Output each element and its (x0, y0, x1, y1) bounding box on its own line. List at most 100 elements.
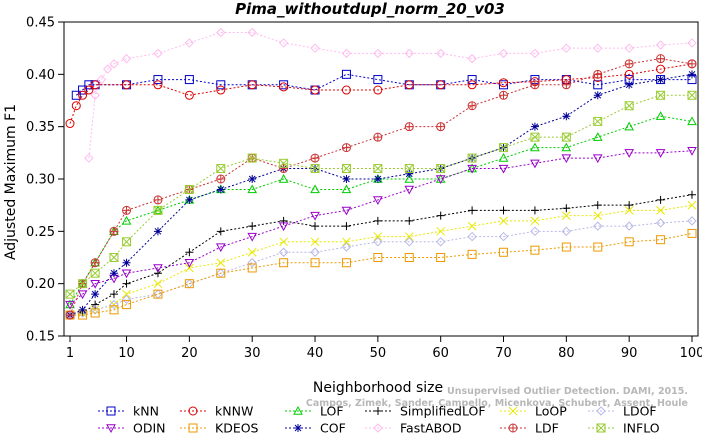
data-point-lof (655, 111, 666, 120)
data-point-odin (624, 149, 635, 158)
data-point-simplifiedlof (153, 269, 162, 278)
data-point-inflo (153, 205, 163, 215)
data-point-inflo (593, 116, 603, 126)
data-point-kdeos (90, 308, 100, 318)
data-point-ldof (77, 308, 88, 318)
data-point-inflo (530, 132, 540, 142)
data-point-knnw (71, 101, 81, 111)
data-point-odin (153, 264, 163, 273)
x-tick-label: 50 (370, 346, 387, 361)
data-point-ldof (435, 237, 446, 247)
data-point-kdeos (279, 258, 289, 268)
data-point-lof (530, 142, 540, 152)
data-point-fastabod (278, 38, 289, 48)
data-point-fastabod (310, 43, 320, 53)
data-point-ldf (530, 80, 540, 90)
data-point-cof (593, 91, 602, 100)
data-point-kdeos (687, 228, 697, 238)
data-point-kdeos (467, 249, 477, 259)
series-line-lof (69, 115, 693, 305)
data-point-ldof (121, 294, 132, 305)
data-point-odin (65, 300, 75, 310)
data-point-fastabod (593, 43, 603, 53)
data-point-fastabod (530, 48, 540, 59)
data-point-ldof (687, 216, 697, 226)
legend-label: LDF (535, 421, 559, 435)
x-tick-label: 40 (307, 346, 324, 361)
x-tick-label: 10 (118, 346, 135, 361)
data-point-knn (78, 85, 88, 95)
data-point-fastabod (687, 38, 697, 48)
legend-label: LOF (320, 404, 344, 419)
data-point-kdeos (436, 253, 446, 262)
data-point-knn (593, 80, 603, 90)
data-point-inflo (499, 143, 509, 153)
data-point-lof (310, 184, 320, 194)
data-point-fastabod (467, 53, 477, 64)
data-point-inflo (467, 153, 477, 163)
series-odin (65, 147, 697, 310)
data-point-kdeos (404, 253, 414, 262)
y-axis-label: Adjusted Maximum F1 (3, 104, 19, 260)
data-point-knnw (65, 119, 75, 129)
data-point-knnw (467, 80, 477, 90)
data-point-knnw (279, 82, 289, 92)
series-line-cof (69, 73, 693, 316)
legend-item-ldof: LDOF (588, 404, 657, 419)
data-point-inflo (216, 164, 226, 174)
data-point-fastabod (655, 40, 666, 50)
data-point-knnw (216, 85, 226, 95)
data-point-lof (121, 215, 132, 225)
data-point-inflo (184, 184, 194, 194)
data-point-kdeos (247, 263, 257, 273)
data-point-knn (153, 75, 163, 85)
data-point-ldf (122, 205, 132, 215)
data-point-fastabod (84, 153, 94, 163)
data-point-kdeos (216, 268, 226, 278)
data-point-ldf (310, 153, 320, 163)
data-point-ldf (499, 90, 509, 100)
data-point-odin (184, 259, 195, 268)
data-point-simplifiedlof (216, 227, 225, 236)
chart-title: Pima_withoutdupl_norm_20_v03 (235, 0, 505, 18)
data-point-simplifiedlof (91, 300, 100, 309)
legend-label: LDOF (623, 404, 657, 419)
data-point-fastabod (561, 43, 572, 53)
legend-label: INFLO (623, 421, 660, 435)
data-point-knn (84, 80, 94, 90)
data-point-fastabod (247, 27, 257, 38)
data-point-simplifiedlof (342, 222, 351, 231)
data-point-ldof (153, 289, 163, 299)
data-point-ldof (655, 218, 666, 228)
series-line-knnw (69, 63, 693, 124)
data-point-fastabod (102, 64, 113, 74)
series-line-loop (69, 204, 693, 316)
data-point-lof (624, 121, 635, 131)
data-point-inflo (687, 90, 697, 100)
legend-label: KDEOS (215, 421, 259, 435)
data-point-loop (310, 237, 320, 247)
data-point-odin (404, 185, 415, 195)
data-point-ldf (404, 122, 414, 132)
data-point-fastabod (121, 53, 132, 64)
data-point-knn (279, 80, 289, 90)
data-point-cof (625, 80, 634, 89)
data-point-inflo (310, 164, 320, 174)
data-point-ldof (109, 299, 119, 310)
data-point-knnw (499, 78, 509, 88)
data-point-loop (216, 258, 226, 268)
data-point-ldf (687, 59, 697, 69)
data-point-loop (404, 232, 414, 241)
data-point-loop (122, 289, 131, 299)
data-point-kdeos (341, 258, 351, 268)
data-point-kdeos (499, 247, 509, 257)
x-tick-label: 80 (558, 346, 575, 361)
data-point-cof (405, 169, 414, 178)
y-tick-label: 0.40 (26, 68, 55, 83)
legend-item-ldf: LDF (500, 421, 559, 436)
data-point-knnw (184, 90, 194, 100)
legend-marker (508, 423, 518, 433)
series-inflo (65, 90, 697, 299)
data-point-cof (216, 185, 225, 194)
data-point-inflo (624, 101, 634, 111)
